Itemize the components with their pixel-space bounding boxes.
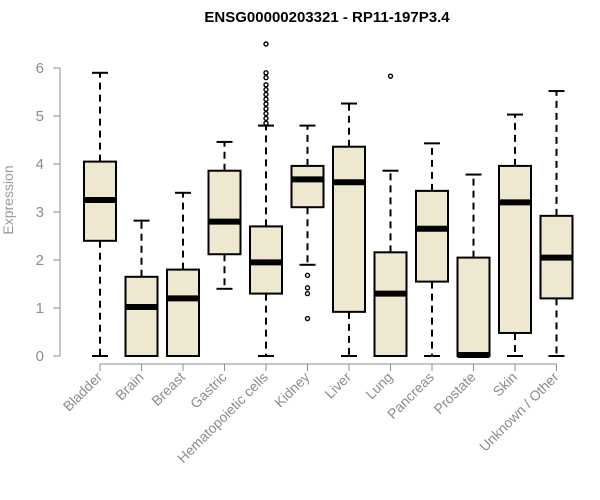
y-tick-label: 3 xyxy=(36,204,44,221)
box-breast xyxy=(166,191,200,358)
box-body xyxy=(290,164,325,209)
y-axis: 0 1 2 3 4 5 6 xyxy=(36,60,61,365)
box-body xyxy=(207,169,242,256)
box-body xyxy=(415,189,449,283)
outlier-point xyxy=(263,110,269,117)
outlier-point xyxy=(263,70,269,76)
box-body xyxy=(124,275,159,357)
box-gastric xyxy=(207,140,242,290)
outlier-point xyxy=(304,272,311,279)
x-tick-label: Prostate xyxy=(430,369,478,417)
outlier-point xyxy=(263,82,269,88)
x-tick-label: Lung xyxy=(362,369,395,402)
outlier-point xyxy=(263,91,269,98)
box-body xyxy=(498,164,532,334)
outlier-point xyxy=(387,73,394,79)
x-tick-label: Unknown / Other xyxy=(476,369,562,455)
outlier-point xyxy=(263,106,269,112)
box-lung xyxy=(373,73,408,358)
x-tick-label: Breast xyxy=(148,369,188,409)
box-hematopoietic-cells xyxy=(249,41,283,357)
outlier-point xyxy=(304,315,311,322)
box-brain xyxy=(124,219,159,357)
y-tick-label: 1 xyxy=(36,300,44,317)
outlier-point xyxy=(304,290,311,297)
box-liver xyxy=(332,102,366,357)
x-tick-label: Liver xyxy=(321,369,354,402)
chart-title: ENSG00000203321 - RP11-197P3.4 xyxy=(204,9,450,26)
outlier-point xyxy=(263,41,269,47)
outlier-point xyxy=(263,74,269,81)
x-tick-label: Bladder xyxy=(60,369,106,415)
box-prostate xyxy=(456,173,491,359)
box-body xyxy=(332,145,366,313)
box-unknown-other xyxy=(539,90,574,357)
y-axis-label: Expression xyxy=(0,165,16,234)
y-tick-label: 0 xyxy=(36,348,44,365)
outlier-point xyxy=(263,101,269,107)
x-tick-label: Brain xyxy=(112,369,146,403)
y-tick-label: 2 xyxy=(36,252,44,269)
boxes-group xyxy=(83,41,574,359)
y-tick-label: 4 xyxy=(36,156,44,173)
box-bladder xyxy=(83,71,117,357)
outlier-point xyxy=(304,285,311,291)
x-tick-label: Kidney xyxy=(271,369,313,411)
box-skin xyxy=(498,113,532,357)
outlier-point xyxy=(263,115,269,122)
box-body xyxy=(373,251,408,358)
y-tick-label: 6 xyxy=(36,60,44,77)
box-body xyxy=(456,256,491,358)
outlier-point xyxy=(263,120,269,126)
box-kidney xyxy=(290,124,325,322)
outlier-point xyxy=(263,86,269,93)
x-tick-label: Skin xyxy=(490,369,521,400)
box-body xyxy=(166,268,200,358)
y-tick-label: 5 xyxy=(36,108,44,125)
outlier-point xyxy=(263,96,269,102)
box-pancreas xyxy=(415,142,449,357)
